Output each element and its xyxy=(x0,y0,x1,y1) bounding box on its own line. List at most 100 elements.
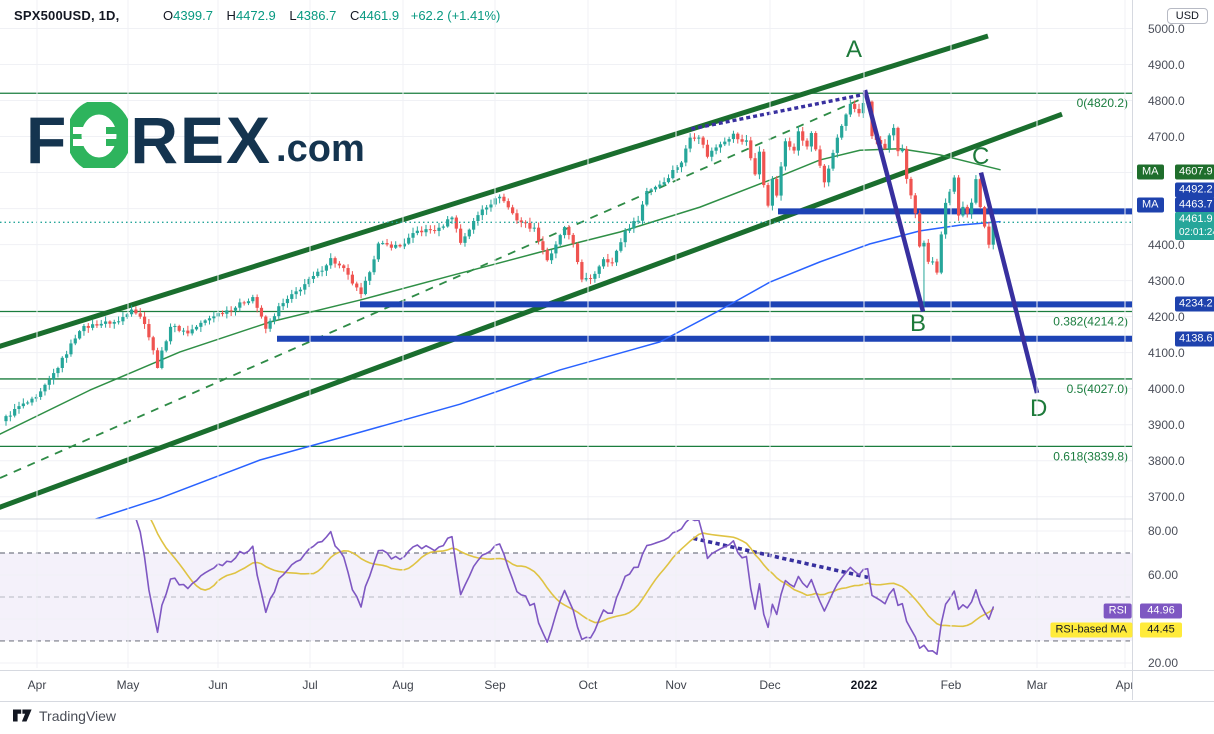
candle-body xyxy=(831,152,835,169)
candle-body xyxy=(974,179,978,203)
ma-line[interactable] xyxy=(19,487,995,656)
candle-body xyxy=(411,233,415,238)
candle-body xyxy=(472,221,476,230)
fib-label: 0(4820.2) xyxy=(1077,96,1128,110)
candle-body xyxy=(948,191,952,203)
ma-line[interactable] xyxy=(67,487,995,628)
candle-body xyxy=(415,230,419,234)
candle-body xyxy=(671,169,675,179)
candle-body xyxy=(251,297,255,302)
candle-body xyxy=(350,274,354,284)
ma-name-badge: MA xyxy=(1137,164,1164,180)
candle-body xyxy=(60,357,64,368)
chart-canvas[interactable]: 0(4820.2) 0.382(4214.2) 0.5(4027.0) 0.618(3… xyxy=(0,0,1133,668)
candle-body xyxy=(805,140,809,147)
candle-body xyxy=(640,204,645,221)
open-label: O xyxy=(163,8,174,23)
candle-body xyxy=(420,230,424,233)
candle-body xyxy=(259,307,264,317)
candle-body xyxy=(385,243,389,245)
high-label: H xyxy=(226,8,236,23)
rsi-divergence-line[interactable] xyxy=(692,536,875,581)
candle-body xyxy=(441,226,445,228)
candle-body xyxy=(342,265,346,269)
pattern-letter-b[interactable]: B xyxy=(910,310,926,337)
candle-body xyxy=(840,125,844,138)
symbol-title[interactable]: SPX500USD, 1D, xyxy=(14,8,120,23)
candle-body xyxy=(402,243,406,247)
candle-body xyxy=(47,379,51,385)
trend-line[interactable] xyxy=(0,33,989,349)
trend-line[interactable] xyxy=(690,92,869,131)
candle-body xyxy=(147,324,151,338)
ma-line[interactable] xyxy=(0,148,1001,435)
trend-line[interactable] xyxy=(862,89,926,313)
price-label-badge: 4138.6 xyxy=(1175,331,1214,347)
candle-body xyxy=(13,408,17,416)
price-tick: 4200.0 xyxy=(1148,309,1185,324)
candle-body xyxy=(740,139,744,142)
pattern-letter-d[interactable]: D xyxy=(1030,395,1047,422)
fib-label: 0.382(4214.2) xyxy=(1053,315,1128,329)
candle-body xyxy=(822,165,826,183)
candle-body xyxy=(82,325,86,332)
candle-body xyxy=(705,144,710,157)
candle-body xyxy=(827,168,831,183)
pattern-letter-c[interactable]: C xyxy=(972,143,989,170)
ma-line[interactable] xyxy=(80,220,1001,524)
open-value: 4399.7 xyxy=(173,8,213,23)
candle-body xyxy=(177,325,181,331)
candle-body xyxy=(541,241,545,251)
time-label: Oct xyxy=(578,678,598,692)
candle-body xyxy=(99,323,103,326)
pattern-letter-a[interactable]: A xyxy=(846,36,862,63)
candle-body xyxy=(757,151,762,175)
candle-body xyxy=(632,221,636,229)
candle-body xyxy=(134,309,138,314)
rsi-pane[interactable] xyxy=(0,487,1132,664)
tradingview-brand[interactable]: TradingView xyxy=(13,707,116,724)
candle-body xyxy=(931,261,935,263)
candle-body xyxy=(199,322,203,327)
candle-body xyxy=(454,217,458,229)
price-tick: 4300.0 xyxy=(1148,273,1185,288)
candle-body xyxy=(588,278,593,280)
candle-body xyxy=(376,243,380,260)
symbol-header[interactable]: SPX500USD, 1D, O4399.7 H4472.9 L4386.7 C… xyxy=(14,8,500,23)
candle-body xyxy=(138,313,142,317)
main-pane[interactable]: 0(4820.2) 0.382(4214.2) 0.5(4027.0) 0.618(3… xyxy=(0,27,1132,524)
candle-body xyxy=(627,228,632,231)
candle-body xyxy=(207,318,212,321)
candle-body xyxy=(229,310,233,312)
candle-body xyxy=(892,127,896,136)
candle-body xyxy=(56,367,60,374)
candle-body xyxy=(779,166,783,196)
time-axis[interactable]: Apr May Jun Jul Aug Sep Oct Nov Dec 2022 Feb Mar Apr xyxy=(0,670,1133,702)
time-label: Feb xyxy=(940,678,962,692)
candle-body xyxy=(567,227,571,235)
candle-body xyxy=(489,204,493,208)
candle-body xyxy=(398,244,402,247)
price-axis[interactable]: USD 5000.0 4900.0 4800.0 4700.0 4400.0 4300.0… xyxy=(1133,0,1214,700)
trend-line[interactable] xyxy=(978,171,1040,394)
candlestick-series[interactable] xyxy=(4,94,995,426)
candle-body xyxy=(73,338,77,344)
candle-body xyxy=(896,127,900,152)
candle-body xyxy=(944,202,948,235)
candle-body xyxy=(151,337,155,351)
currency-badge[interactable]: USD xyxy=(1166,8,1208,24)
candle-body xyxy=(597,266,601,274)
candle-body xyxy=(731,133,736,140)
change-value: +62.2 (+1.41%) xyxy=(410,8,501,23)
candle-body xyxy=(692,137,697,139)
trend-line[interactable] xyxy=(0,111,1063,510)
candle-body xyxy=(935,261,939,273)
candle-body xyxy=(601,259,606,267)
candle-body xyxy=(939,234,943,273)
fib-label: 0.618(3839.8) xyxy=(1053,449,1128,463)
candle-body xyxy=(753,158,757,175)
trend-line[interactable] xyxy=(0,96,867,479)
candle-body xyxy=(887,135,891,149)
candle-body xyxy=(913,195,917,214)
candle-body xyxy=(450,217,454,220)
